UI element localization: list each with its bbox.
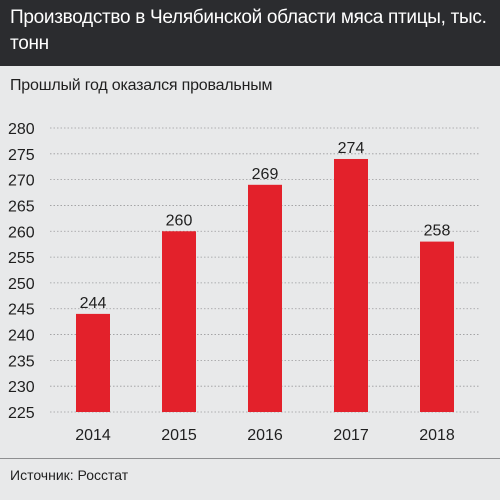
x-tick-label: 2015 bbox=[161, 427, 197, 444]
data-label: 260 bbox=[166, 212, 193, 229]
y-tick-label: 225 bbox=[8, 405, 35, 422]
data-label: 269 bbox=[252, 166, 279, 183]
x-tick-label: 2018 bbox=[419, 427, 455, 444]
y-tick-label: 280 bbox=[8, 121, 35, 138]
source-note: Источник: Росстат bbox=[10, 467, 129, 483]
y-tick-label: 230 bbox=[8, 379, 35, 396]
chart-subtitle: Прошлый год оказался провальным bbox=[10, 77, 273, 94]
bar bbox=[420, 241, 454, 412]
bar bbox=[162, 231, 196, 412]
x-tick-label: 2016 bbox=[247, 427, 283, 444]
y-tick-label: 240 bbox=[8, 328, 35, 345]
footer-divider bbox=[0, 458, 500, 459]
y-tick-label: 245 bbox=[8, 302, 35, 319]
bar-chart: 225 230 235 240 245 250 255 260 265 270 275 280 244 2… bbox=[8, 121, 480, 444]
data-label: 258 bbox=[424, 223, 451, 240]
bar bbox=[334, 158, 368, 412]
data-label: 244 bbox=[80, 295, 107, 312]
chart-title: Производство в Челябинской области мяса … bbox=[0, 0, 500, 66]
data-label: 274 bbox=[338, 140, 365, 157]
y-tick-label: 255 bbox=[8, 250, 35, 267]
x-tick-label: 2014 bbox=[75, 427, 111, 444]
y-tick-label: 265 bbox=[8, 198, 35, 215]
y-tick-label: 260 bbox=[8, 224, 35, 241]
x-tick-label: 2017 bbox=[333, 427, 369, 444]
y-tick-label: 270 bbox=[8, 173, 35, 190]
y-tick-label: 275 bbox=[8, 147, 35, 164]
bar bbox=[248, 184, 282, 412]
y-tick-label: 235 bbox=[8, 353, 35, 370]
y-tick-label: 250 bbox=[8, 276, 35, 293]
bar bbox=[76, 313, 110, 412]
